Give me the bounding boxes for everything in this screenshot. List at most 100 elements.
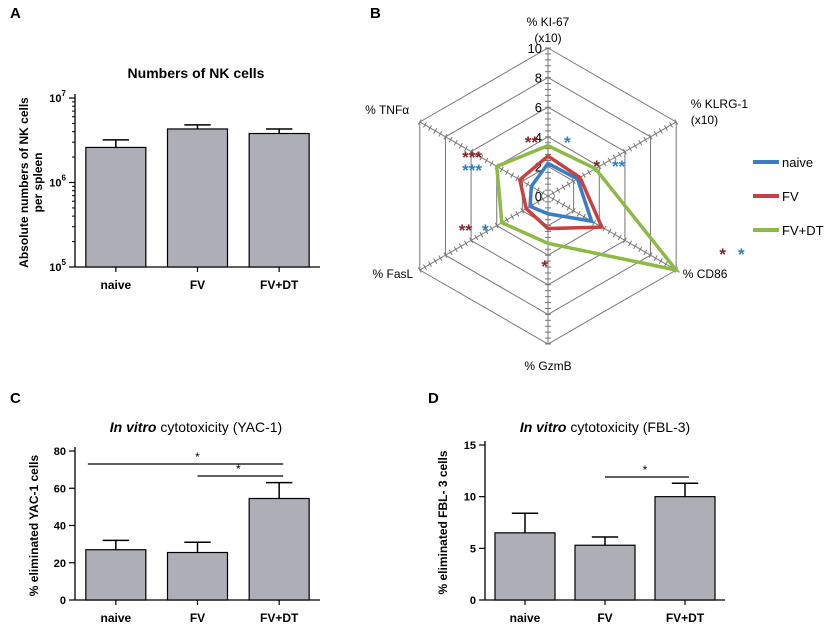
radar-spoke-tick <box>469 148 474 155</box>
radar-spoke-tick <box>474 234 479 241</box>
radar-spoke-tick <box>602 160 607 167</box>
legend-label: FV <box>782 189 799 204</box>
chart-title: In vitro cytotoxicity (YAC-1) <box>110 419 282 435</box>
bar <box>248 132 310 268</box>
radar-spoke-tick <box>520 207 525 214</box>
radar-series-line <box>528 161 595 224</box>
x-tick-label: FV <box>597 611 612 625</box>
radar-spoke-tick <box>587 169 591 176</box>
radar-spoke-tick <box>464 145 468 152</box>
y-tick-label: 0 <box>470 595 476 607</box>
radar-spoke-tick <box>484 157 489 164</box>
radar-spoke <box>547 195 677 271</box>
y-tick-label: 15 <box>464 440 476 452</box>
x-tick-label: FV+DT <box>666 611 705 625</box>
radar-axis-label: % KI-67 (x10) <box>527 15 570 45</box>
x-tick-label: naive <box>100 278 131 292</box>
radar-spoke-tick <box>617 151 622 158</box>
y-tick-label: 20 <box>54 558 66 570</box>
radar-spoke-tick <box>669 122 673 128</box>
radar-spoke-tick <box>423 122 427 128</box>
radar-spoke-tick <box>469 237 474 244</box>
radar-spoke <box>419 121 549 197</box>
radar-significance-red: * <box>593 157 600 176</box>
radar-spoke-tick <box>540 190 545 196</box>
x-tick-label: FV <box>190 611 205 625</box>
radar-spoke-tick <box>479 231 484 238</box>
radar-spoke-tick <box>628 145 632 152</box>
chart-panel-b: 0 2 4 6 8 10% KI-67 (x10) % KLRG-1 (x10) % CD86 % … <box>365 15 823 373</box>
radar-spoke-tick <box>663 125 668 131</box>
radar-spoke-tick <box>633 243 638 250</box>
radar-spoke-tick <box>561 184 566 190</box>
radar-spoke-tick <box>612 154 617 161</box>
x-tick-label: FV+DT <box>260 278 299 292</box>
bar <box>574 544 636 601</box>
radar-axis-label: % GzmB <box>524 359 571 373</box>
radar-spoke-tick <box>428 261 433 267</box>
significance-label: * <box>236 462 241 476</box>
y-tick-label: 80 <box>54 446 66 458</box>
radar-spoke-tick <box>576 210 581 217</box>
radar-spoke-tick <box>648 252 653 259</box>
radar-spoke-tick <box>448 249 453 256</box>
radar-spoke-tick <box>674 119 679 125</box>
radar-spoke-tick <box>417 119 422 125</box>
radar-spoke-tick <box>628 240 632 247</box>
chart-panel-c: In vitro cytotoxicity (YAC-1) % eliminate… <box>27 419 320 625</box>
y-axis-label: % eliminated FBL- 3 cells <box>436 450 450 594</box>
radar-significance-blue: * <box>564 133 571 152</box>
legend-label: FV+DT <box>782 223 824 238</box>
radar-spoke-tick <box>581 172 586 179</box>
radar-ring-label: 10 <box>528 41 542 56</box>
radar-spoke-tick <box>417 267 422 273</box>
significance-label: * <box>643 463 648 477</box>
chart-panel-d: In vitro cytotoxicity (FBL-3) % eliminate… <box>436 419 725 625</box>
radar-significance-blue: * <box>738 245 745 264</box>
radar-spoke-tick <box>453 139 458 146</box>
radar-ring-label: 2 <box>535 159 542 174</box>
radar-spoke-tick <box>658 128 663 134</box>
radar-spoke-tick <box>571 178 576 185</box>
radar-spoke <box>547 121 677 197</box>
significance-label: * <box>195 450 200 464</box>
radar-spoke-tick <box>458 142 463 149</box>
radar-ring-label: 4 <box>535 130 542 145</box>
radar-spoke-tick <box>612 231 617 238</box>
radar-spoke-tick <box>474 151 479 158</box>
x-tick-label: naive <box>510 611 541 625</box>
radar-significance-red: ** <box>459 221 473 240</box>
bar <box>654 496 716 601</box>
radar-spoke-tick <box>653 130 658 137</box>
radar-spoke-tick <box>551 196 556 202</box>
radar-significance-red: * <box>719 245 726 264</box>
radar-spoke-tick <box>494 222 499 229</box>
y-tick-label: 10 <box>464 492 476 504</box>
y-axis-label: Absolute numbers of NK cellsper spleen <box>17 97 45 268</box>
radar-spoke-tick <box>510 172 515 179</box>
radar-significance-red: *** <box>462 148 482 167</box>
radar-spoke-tick <box>448 136 453 143</box>
bar <box>494 532 556 601</box>
radar-spoke-tick <box>428 125 433 131</box>
radar-axis-label: % KLRG-1 (x10) <box>691 97 749 127</box>
bar <box>166 551 229 601</box>
radar-significance-red: ** <box>525 133 539 152</box>
radar-spoke-tick <box>443 252 448 259</box>
radar-spoke-tick <box>458 243 463 250</box>
radar-spoke-tick <box>561 202 566 208</box>
radar-spoke-tick <box>617 234 622 241</box>
radar-spoke-tick <box>433 128 438 134</box>
chart-panel-a: Numbers of NK cells Absolute numbers of N… <box>17 65 320 292</box>
radar-spoke-tick <box>438 130 443 137</box>
y-tick-label: 105 <box>49 258 66 274</box>
radar-spoke-tick <box>499 166 504 173</box>
y-tick-label: 0 <box>60 595 66 607</box>
radar-axis-label: % TNFα <box>365 103 409 117</box>
x-tick-label: naive <box>100 611 131 625</box>
chart-title: In vitro cytotoxicity (FBL-3) <box>520 419 690 435</box>
radar-spoke-tick <box>607 157 612 164</box>
bar <box>85 146 147 268</box>
radar-spoke-tick <box>566 204 571 211</box>
